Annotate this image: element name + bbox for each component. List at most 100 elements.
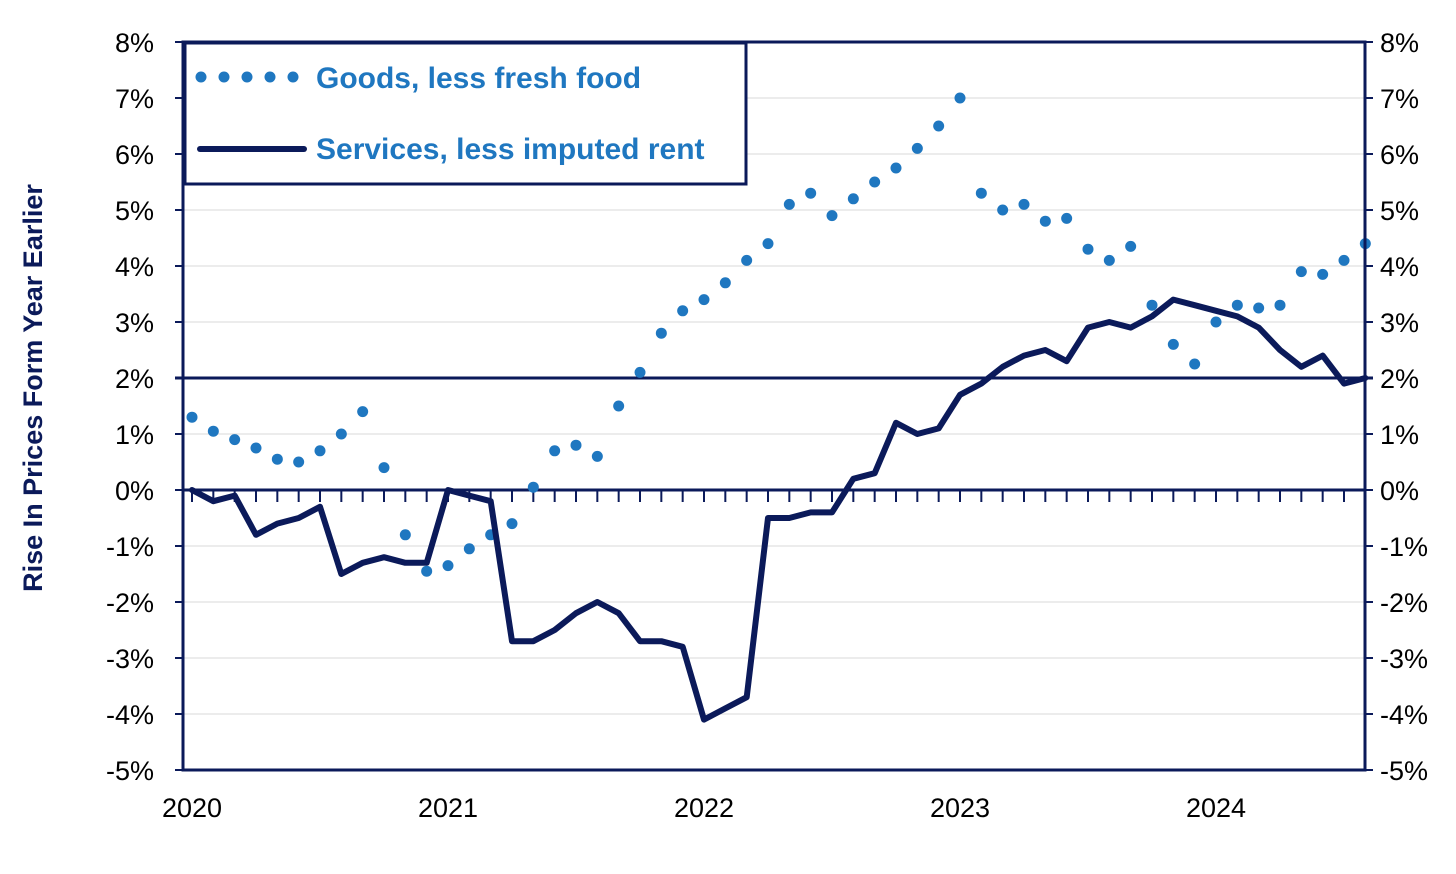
goods-data-point: [890, 162, 902, 174]
y-tick-label-right: 1%: [1380, 420, 1419, 450]
goods-data-point: [271, 453, 283, 465]
series-services-less-imputed-rent: [189, 296, 1369, 723]
goods-data-point: [954, 92, 966, 104]
y-axis-left: 8% 7% 6% 5% 4% 3% 2% 1% 0% -1% -2% -3% -4% -5%: [106, 28, 183, 786]
goods-data-point: [762, 238, 774, 250]
goods-data-point: [1125, 240, 1137, 252]
goods-data-point: [1231, 299, 1243, 311]
goods-data-point: [911, 142, 923, 154]
y-tick-label-left: -1%: [106, 532, 154, 562]
legend-goods-dot: [287, 71, 299, 83]
x-tick-label: 2020: [162, 793, 222, 823]
goods-data-point: [847, 193, 859, 205]
goods-data-point: [229, 434, 241, 446]
goods-data-point: [421, 565, 433, 577]
goods-data-point: [613, 400, 625, 412]
legend-goods-dot: [218, 71, 230, 83]
goods-data-point: [335, 428, 347, 440]
y-tick-label-left: 7%: [115, 84, 154, 114]
goods-data-point: [1189, 358, 1201, 370]
y-tick-label-left: 6%: [115, 140, 154, 170]
y-tick-label-left: 2%: [115, 364, 154, 394]
goods-data-point: [1061, 212, 1073, 224]
y-tick-label-right: 5%: [1380, 196, 1419, 226]
y-tick-label-left: -3%: [106, 644, 154, 674]
y-tick-label-right: -5%: [1380, 756, 1428, 786]
zero-axis-group: [183, 488, 1367, 502]
goods-data-point: [293, 456, 305, 468]
legend-goods-dot: [264, 71, 276, 83]
goods-data-point: [1167, 338, 1179, 350]
goods-data-point: [1018, 198, 1030, 210]
goods-data-point: [826, 210, 838, 222]
goods-data-point: [207, 425, 219, 437]
y-tick-label-left: 4%: [115, 252, 154, 282]
y-tick-label-left: 3%: [115, 308, 154, 338]
goods-data-point: [1338, 254, 1350, 266]
y-tick-label-right: 3%: [1380, 308, 1419, 338]
goods-data-point: [570, 439, 582, 451]
goods-data-point: [805, 187, 817, 199]
y-tick-label-left: 0%: [115, 476, 154, 506]
goods-data-point: [463, 543, 475, 555]
legend-goods-dot: [241, 71, 253, 83]
goods-data-point: [314, 445, 326, 457]
goods-data-point: [741, 254, 753, 266]
goods-data-point: [698, 294, 710, 306]
goods-data-point: [869, 176, 881, 188]
legend-box: [183, 41, 748, 186]
goods-data-point: [442, 560, 454, 572]
goods-data-point: [378, 462, 390, 474]
goods-data-point: [1146, 299, 1158, 311]
y-tick-label-left: -2%: [106, 588, 154, 618]
y-tick-label-left: 8%: [115, 28, 154, 58]
plot-frame: [181, 40, 1367, 772]
goods-data-point: [1274, 299, 1286, 311]
y-tick-label-left: -5%: [106, 756, 154, 786]
y-tick-label-right: -4%: [1380, 700, 1428, 730]
goods-data-point: [1295, 266, 1307, 278]
y-tick-label-right: 8%: [1380, 28, 1419, 58]
legend-marker-goods: [195, 71, 299, 83]
y-tick-label-left: 1%: [115, 420, 154, 450]
y-tick-label-left: -4%: [106, 700, 154, 730]
goods-data-point: [1039, 215, 1051, 227]
goods-data-point: [655, 327, 667, 339]
x-axis: 2020 2021 2022 2023 2024: [162, 793, 1246, 823]
legend-goods-dot: [195, 71, 207, 83]
legend-label-services: Services, less imputed rent: [316, 133, 705, 166]
goods-data-point: [783, 198, 795, 210]
goods-data-point: [527, 481, 539, 493]
y-tick-label-right: 6%: [1380, 140, 1419, 170]
series-group: [186, 92, 1371, 723]
goods-data-point: [591, 450, 603, 462]
y-tick-label-left: 5%: [115, 196, 154, 226]
goods-data-point: [677, 305, 689, 317]
x-tick-label: 2024: [1186, 793, 1246, 823]
goods-data-point: [975, 187, 987, 199]
y-axis-label: Rise In Prices Form Year Earlier: [18, 184, 48, 592]
goods-data-point: [399, 529, 411, 541]
goods-data-point: [186, 411, 198, 423]
goods-data-point: [719, 277, 731, 289]
goods-data-point: [1103, 254, 1115, 266]
y-tick-label-right: 2%: [1380, 364, 1419, 394]
goods-data-point: [1082, 243, 1094, 255]
goods-data-point: [506, 518, 518, 530]
y-tick-label-right: -3%: [1380, 644, 1428, 674]
y-axis-right: 8% 7% 6% 5% 4% 3% 2% 1% 0% -1% -2% -3% -4% -5%: [1365, 28, 1428, 786]
goods-data-point: [250, 442, 262, 454]
x-tick-label: 2023: [930, 793, 990, 823]
y-tick-label-right: -2%: [1380, 588, 1428, 618]
goods-data-point: [357, 406, 369, 418]
x-tick-label: 2022: [674, 793, 734, 823]
goods-data-point: [1253, 302, 1265, 314]
y-tick-label-right: 7%: [1380, 84, 1419, 114]
goods-data-point: [549, 445, 561, 457]
goods-data-point: [933, 120, 945, 132]
goods-data-point: [1317, 268, 1329, 280]
legend: Goods, less fresh food Services, less im…: [183, 41, 748, 186]
y-tick-label-right: 4%: [1380, 252, 1419, 282]
y-tick-label-right: 0%: [1380, 476, 1419, 506]
